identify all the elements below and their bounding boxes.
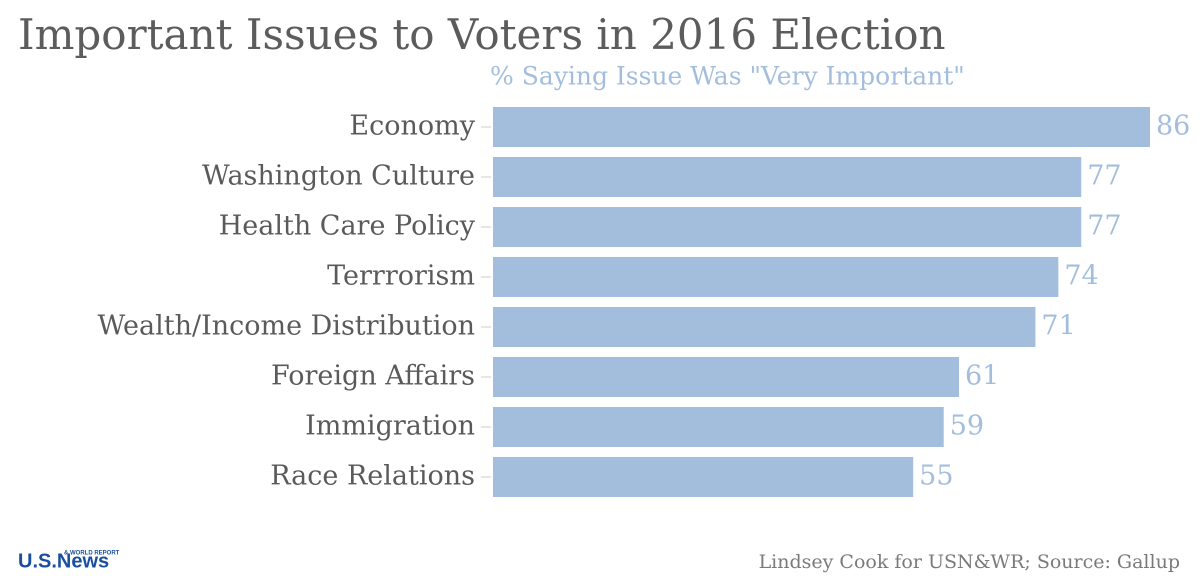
value-label: 86 xyxy=(1156,111,1190,142)
category-label: Economy xyxy=(349,111,475,142)
category-label: Wealth/Income Distribution xyxy=(97,311,475,342)
bar xyxy=(493,357,960,397)
value-label: 59 xyxy=(950,411,984,442)
bar xyxy=(493,457,914,497)
chart-subtitle: % Saying Issue Was "Very Important" xyxy=(490,62,965,91)
bar xyxy=(493,257,1059,297)
category-label: Foreign Affairs xyxy=(271,361,475,392)
bar xyxy=(493,107,1150,147)
value-label: 77 xyxy=(1087,211,1121,242)
logo-subtext: & WORLD REPORT xyxy=(64,551,120,557)
bar xyxy=(493,407,944,447)
value-label: 74 xyxy=(1064,261,1098,292)
bar xyxy=(493,207,1082,247)
category-label: Immigration xyxy=(305,411,475,442)
category-label: Terrrorism xyxy=(327,261,475,292)
value-label: 61 xyxy=(965,361,999,392)
category-label: Health Care Policy xyxy=(219,211,476,242)
category-label: Race Relations xyxy=(270,461,475,492)
chart-title: Important Issues to Voters in 2016 Elect… xyxy=(18,10,946,59)
value-label: 71 xyxy=(1041,311,1075,342)
logo: U.S.News xyxy=(18,550,109,572)
value-label: 55 xyxy=(919,461,953,492)
bar xyxy=(493,157,1082,197)
source-note: Lindsey Cook for USN&WR; Source: Gallup xyxy=(759,551,1180,573)
bar xyxy=(493,307,1036,347)
category-label: Washington Culture xyxy=(202,161,475,192)
value-label: 77 xyxy=(1087,161,1121,192)
